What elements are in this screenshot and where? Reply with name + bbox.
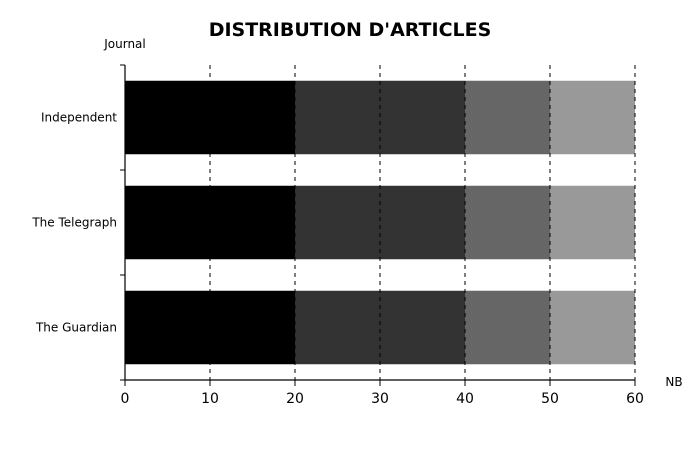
- bars-group: [125, 80, 635, 365]
- bar-segment: [125, 185, 295, 260]
- x-tick-label: 0: [121, 391, 130, 407]
- chart-title: DISTRIBUTION D'ARTICLES: [209, 19, 492, 41]
- y-axis-label: Journal: [103, 37, 146, 51]
- category-label: The Guardian: [35, 321, 117, 335]
- x-tick-label: 20: [286, 391, 304, 407]
- x-tick-label: 10: [201, 391, 219, 407]
- category-label: Independent: [41, 111, 117, 125]
- bar-segment: [295, 185, 465, 260]
- bar-segment: [550, 185, 635, 260]
- x-tick-label: 30: [371, 391, 389, 407]
- bar-segment: [295, 290, 465, 365]
- bar-segment: [125, 290, 295, 365]
- x-tick-label: 60: [626, 391, 644, 407]
- bar-segment: [465, 80, 550, 155]
- x-tick-label: 50: [541, 391, 559, 407]
- bar-segment: [550, 80, 635, 155]
- x-axis-label: NB: [665, 375, 682, 389]
- bar-segment: [465, 290, 550, 365]
- x-tick-label: 40: [456, 391, 474, 407]
- bar-segment: [465, 185, 550, 260]
- category-label: The Telegraph: [31, 216, 117, 230]
- axes-group: Independent The Telegraph The Guardian 0 10 2…: [31, 64, 644, 407]
- bar-segment: [550, 290, 635, 365]
